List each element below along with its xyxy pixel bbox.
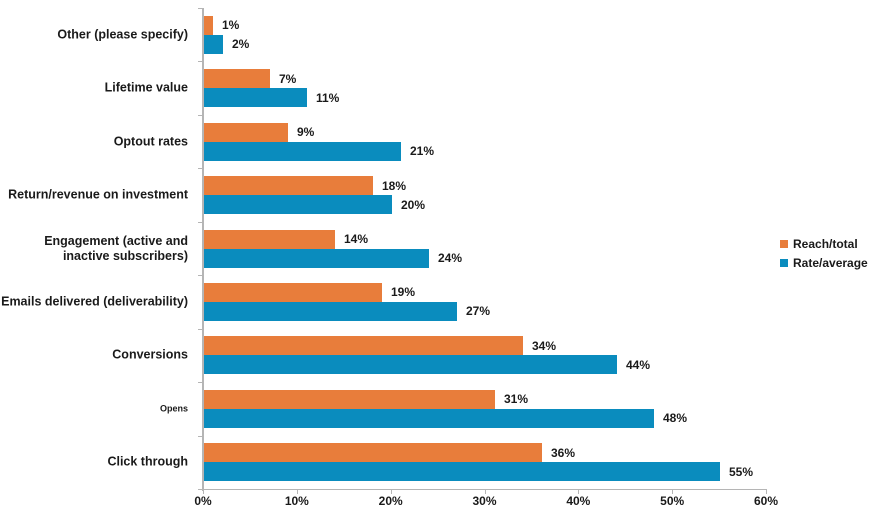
value-label: 36% bbox=[551, 445, 576, 460]
value-label: 21% bbox=[410, 144, 435, 159]
bar-rate-average bbox=[204, 462, 720, 482]
category-label: Engagement (active and inactive subscrib… bbox=[44, 233, 188, 263]
x-tick-label: 10% bbox=[284, 494, 309, 508]
category-label: Conversions bbox=[112, 347, 188, 362]
x-tick-label: 20% bbox=[378, 494, 403, 508]
legend: Reach/total Rate/average bbox=[780, 237, 868, 275]
category-label: Click through bbox=[107, 454, 188, 469]
y-tick bbox=[198, 61, 202, 62]
value-label: 24% bbox=[438, 251, 463, 265]
value-label: 34% bbox=[532, 338, 557, 353]
category-label: Return/revenue on investment bbox=[8, 187, 188, 202]
y-tick bbox=[198, 222, 202, 223]
bar-reach-total bbox=[204, 69, 270, 89]
x-tick bbox=[485, 490, 486, 494]
bar-rate-average bbox=[204, 34, 223, 54]
legend-item-rate-average: Rate/average bbox=[780, 256, 868, 270]
bar-rate-average bbox=[204, 141, 401, 161]
x-tick bbox=[391, 490, 392, 494]
legend-label: Reach/total bbox=[793, 237, 858, 251]
value-label: 44% bbox=[626, 357, 651, 372]
category-label: Opens bbox=[159, 403, 188, 414]
value-label: 14% bbox=[344, 232, 369, 246]
y-tick bbox=[198, 115, 202, 116]
bar-reach-total bbox=[204, 229, 335, 249]
bar-reach-total bbox=[204, 122, 288, 142]
y-tick bbox=[198, 168, 202, 169]
bar-reach-total bbox=[204, 15, 213, 35]
x-tick bbox=[297, 490, 298, 494]
y-tick bbox=[198, 382, 202, 383]
bar-reach-total bbox=[204, 282, 382, 302]
x-tick bbox=[766, 490, 767, 494]
y-tick bbox=[198, 489, 202, 490]
x-tick bbox=[672, 490, 673, 494]
value-label: 7% bbox=[279, 71, 297, 86]
value-label: 31% bbox=[504, 392, 529, 407]
legend-item-reach-total: Reach/total bbox=[780, 237, 868, 251]
x-tick-label: 50% bbox=[660, 494, 685, 508]
y-tick bbox=[198, 329, 202, 330]
value-label: 48% bbox=[663, 411, 688, 426]
bar-rate-average bbox=[204, 408, 654, 428]
category-label: Lifetime value bbox=[104, 80, 188, 95]
bar-reach-total bbox=[204, 443, 542, 463]
legend-swatch bbox=[780, 259, 788, 267]
x-tick bbox=[578, 490, 579, 494]
bar-reach-total bbox=[204, 176, 373, 196]
bar-rate-average bbox=[204, 301, 457, 321]
x-tick-label: 60% bbox=[753, 494, 779, 508]
value-label: 18% bbox=[382, 178, 407, 193]
value-label: 11% bbox=[316, 90, 340, 105]
bar-rate-average bbox=[204, 195, 392, 215]
value-label: 19% bbox=[391, 285, 416, 300]
bar-reach-total bbox=[204, 336, 523, 356]
value-label: 27% bbox=[466, 304, 491, 319]
legend-swatch bbox=[780, 240, 788, 248]
y-tick bbox=[198, 436, 202, 437]
bar-reach-total bbox=[204, 389, 495, 409]
category-label: Emails delivered (deliverability) bbox=[1, 294, 188, 309]
category-label: Other (please specify) bbox=[57, 27, 188, 42]
x-tick bbox=[203, 490, 204, 494]
value-label: 2% bbox=[232, 37, 250, 52]
y-axis-line bbox=[202, 8, 204, 491]
bar-rate-average bbox=[204, 248, 429, 268]
x-tick-label: 0% bbox=[194, 494, 212, 508]
value-label: 1% bbox=[222, 18, 240, 33]
x-tick-label: 30% bbox=[472, 494, 497, 508]
value-label: 9% bbox=[297, 125, 315, 140]
x-tick-label: 40% bbox=[566, 494, 591, 508]
y-tick bbox=[198, 8, 202, 9]
legend-label: Rate/average bbox=[793, 256, 868, 270]
x-axis-line bbox=[203, 489, 767, 490]
bar-rate-average bbox=[204, 355, 617, 375]
category-label: Optout rates bbox=[113, 134, 188, 149]
value-label: 55% bbox=[729, 464, 754, 479]
y-tick bbox=[198, 275, 202, 276]
value-label: 20% bbox=[401, 197, 426, 212]
bar-rate-average bbox=[204, 88, 307, 108]
